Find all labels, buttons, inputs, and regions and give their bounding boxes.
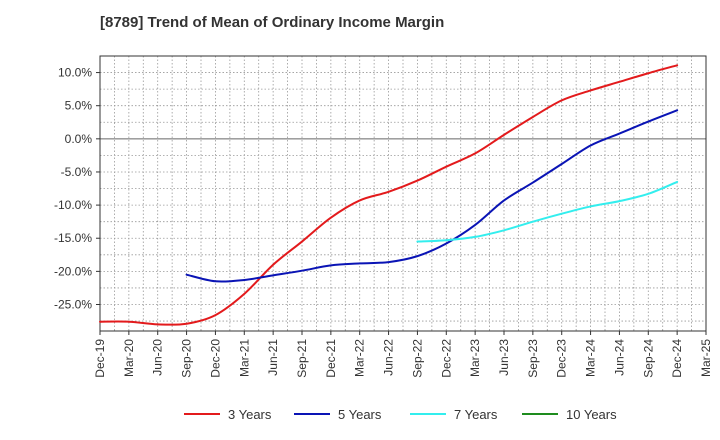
legend-label-5-years: 5 Years: [338, 406, 382, 422]
axes: [96, 55, 707, 335]
x-tick-label: Dec-24: [670, 339, 684, 378]
x-tick-label: Sep-20: [180, 339, 194, 378]
x-tick-label: Sep-21: [295, 339, 309, 378]
x-tick-label: Jun-21: [266, 339, 280, 376]
x-tick-label: Jun-24: [612, 339, 626, 376]
x-tick-label: Jun-20: [151, 339, 165, 376]
legend-swatch-3-years: [184, 413, 220, 415]
x-tick-label: Dec-20: [208, 339, 222, 378]
y-tick-label: -25.0%: [54, 297, 92, 311]
x-tick-label: Jun-22: [382, 339, 396, 376]
legend-item-10-years: 10 Years: [522, 402, 617, 426]
x-tick-label: Sep-23: [526, 339, 540, 378]
legend-item-7-years: 7 Years: [410, 402, 497, 426]
x-tick-label: Mar-21: [237, 339, 251, 377]
x-tick-label: Jun-23: [497, 339, 511, 376]
y-tick-label: -5.0%: [61, 165, 93, 179]
y-tick-label: -10.0%: [54, 198, 92, 212]
legend-label-10-years: 10 Years: [566, 406, 617, 422]
y-tick-label: 5.0%: [65, 99, 93, 113]
grid-lines: [99, 55, 707, 331]
series-line-7-years: [416, 180, 679, 243]
y-tick-label: -20.0%: [54, 264, 92, 278]
x-tick-label: Mar-20: [122, 339, 136, 377]
legend: 3 Years 5 Years 7 Years 10 Years: [0, 402, 720, 426]
y-tick-label: 10.0%: [58, 66, 92, 80]
legend-swatch-10-years: [522, 413, 558, 415]
x-tick-label: Mar-23: [468, 339, 482, 377]
x-tick-label: Sep-24: [641, 339, 655, 378]
plot-frame: [99, 55, 707, 332]
y-tick-labels: 10.0% 5.0% 0.0% -5.0% -10.0% -15.0% -20.0% -25.…: [54, 66, 92, 312]
series-line-5-years: [185, 109, 679, 283]
x-tick-label: Dec-21: [324, 339, 338, 378]
x-tick-label: Mar-25: [699, 339, 713, 377]
x-tick-label: Dec-19: [93, 339, 107, 378]
legend-swatch-5-years: [294, 413, 330, 415]
x-tick-label: Mar-22: [353, 339, 367, 377]
legend-swatch-7-years: [410, 413, 446, 415]
x-tick-label: Dec-23: [555, 339, 569, 378]
y-tick-label: -15.0%: [54, 231, 92, 245]
chart-title: [8789] Trend of Mean of Ordinary Income …: [100, 14, 445, 31]
x-tick-label: Mar-24: [584, 339, 598, 377]
legend-label-3-years: 3 Years: [228, 406, 272, 422]
x-tick-labels: Dec-19 Mar-20 Jun-20 Sep-20 Dec-20 Mar-21 Jun-…: [93, 339, 713, 378]
x-tick-label: Dec-22: [439, 339, 453, 378]
series-line-3-years: [99, 64, 679, 326]
legend-label-7-years: 7 Years: [454, 406, 498, 422]
series-lines: [99, 64, 679, 326]
x-tick-label: Sep-22: [410, 339, 424, 378]
legend-item-5-years: 5 Years: [294, 402, 381, 426]
legend-item-3-years: 3 Years: [184, 402, 271, 426]
y-tick-label: 0.0%: [65, 132, 93, 146]
